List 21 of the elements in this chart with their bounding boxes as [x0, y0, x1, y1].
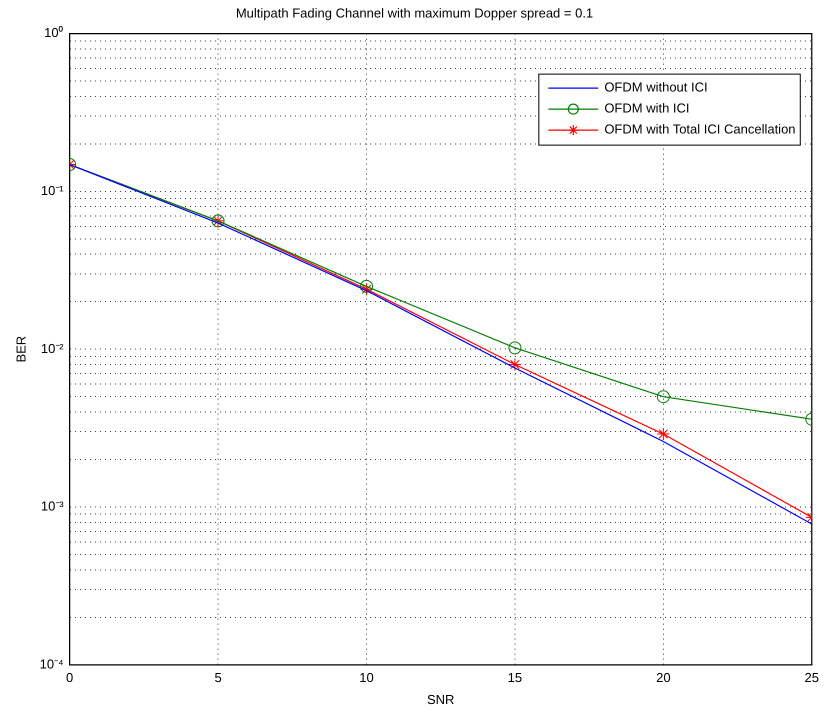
- y-axis-title: BER: [13, 336, 28, 363]
- x-tick-label: 10: [359, 670, 374, 686]
- point: [508, 358, 522, 371]
- point: [360, 282, 373, 296]
- legend-label: OFDM with ICI: [604, 100, 690, 116]
- x-tick-label: 25: [804, 670, 820, 686]
- y-tick-label: 10⁻²: [40, 340, 64, 356]
- chart-title: Multipath Fading Channel with maximum Dopper spread = 0.1: [236, 5, 594, 20]
- x-tick-label: 5: [214, 670, 222, 686]
- legend-label: OFDM without ICI: [604, 80, 708, 95]
- point: [360, 280, 373, 293]
- y-tick-label: 10⁻⁴: [40, 656, 64, 672]
- point: [508, 341, 522, 354]
- y-tick-label: 10⁻¹: [40, 182, 64, 198]
- y-tick-label: 10⁻³: [40, 498, 64, 514]
- x-tick-label: 0: [66, 670, 74, 686]
- x-axis-title: SNR: [426, 692, 454, 707]
- legend-label: OFDM with Total ICI Cancellation: [604, 122, 796, 137]
- y-tick-label: 10⁰: [44, 25, 64, 40]
- x-tick-label: 15: [508, 670, 522, 686]
- x-tick-label: 20: [656, 670, 671, 686]
